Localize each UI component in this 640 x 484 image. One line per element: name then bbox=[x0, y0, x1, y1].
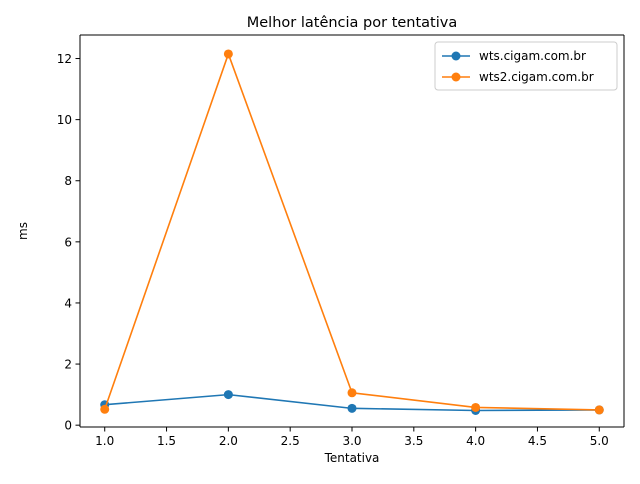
legend-marker-wts bbox=[451, 51, 461, 61]
data-point bbox=[347, 388, 357, 398]
legend-entry-wts2: wts2.cigam.com.br bbox=[442, 70, 594, 84]
x-tick-label: 2.0 bbox=[219, 434, 238, 448]
series-2 bbox=[100, 49, 604, 415]
y-tick-label: 4 bbox=[64, 296, 72, 310]
data-point bbox=[471, 402, 481, 412]
y-tick-label: 6 bbox=[64, 235, 72, 249]
y-axis-ticks: 0 2 4 6 8 10 12 bbox=[57, 52, 80, 433]
data-point bbox=[223, 49, 233, 59]
legend-label-wts: wts.cigam.com.br bbox=[479, 49, 586, 63]
x-tick-label: 5.0 bbox=[590, 434, 609, 448]
legend: wts.cigam.com.br wts2.cigam.com.br bbox=[434, 41, 618, 91]
y-tick-label: 12 bbox=[57, 52, 72, 66]
data-point bbox=[100, 404, 110, 414]
legend-marker-wts2 bbox=[451, 72, 461, 82]
x-tick-label: 4.5 bbox=[528, 434, 547, 448]
x-axis-ticks: 1.0 1.5 2.0 2.5 3.0 3.5 4.0 4.5 5.0 bbox=[95, 427, 609, 448]
x-tick-label: 3.0 bbox=[342, 434, 361, 448]
data-point bbox=[594, 405, 604, 415]
y-tick-label: 0 bbox=[64, 419, 72, 433]
plot-area bbox=[80, 35, 624, 427]
x-tick-label: 3.5 bbox=[404, 434, 423, 448]
y-tick-label: 10 bbox=[57, 113, 72, 127]
x-tick-label: 4.0 bbox=[466, 434, 485, 448]
data-point bbox=[347, 403, 357, 413]
y-axis-label: ms bbox=[16, 222, 30, 240]
y-tick-label: 2 bbox=[64, 358, 72, 372]
legend-entry-wts: wts.cigam.com.br bbox=[442, 49, 586, 63]
y-tick-label: 8 bbox=[64, 174, 72, 188]
x-tick-label: 2.5 bbox=[281, 434, 300, 448]
chart-title: Melhor latência por tentativa bbox=[247, 15, 458, 31]
x-tick-label: 1.0 bbox=[95, 434, 114, 448]
data-point bbox=[223, 390, 233, 400]
legend-label-wts2: wts2.cigam.com.br bbox=[479, 70, 594, 84]
plot-spines bbox=[79, 34, 625, 428]
x-tick-label: 1.5 bbox=[157, 434, 176, 448]
x-axis-label: Tentativa bbox=[324, 451, 380, 465]
series-layer bbox=[100, 49, 604, 416]
legend-frame bbox=[434, 41, 618, 91]
